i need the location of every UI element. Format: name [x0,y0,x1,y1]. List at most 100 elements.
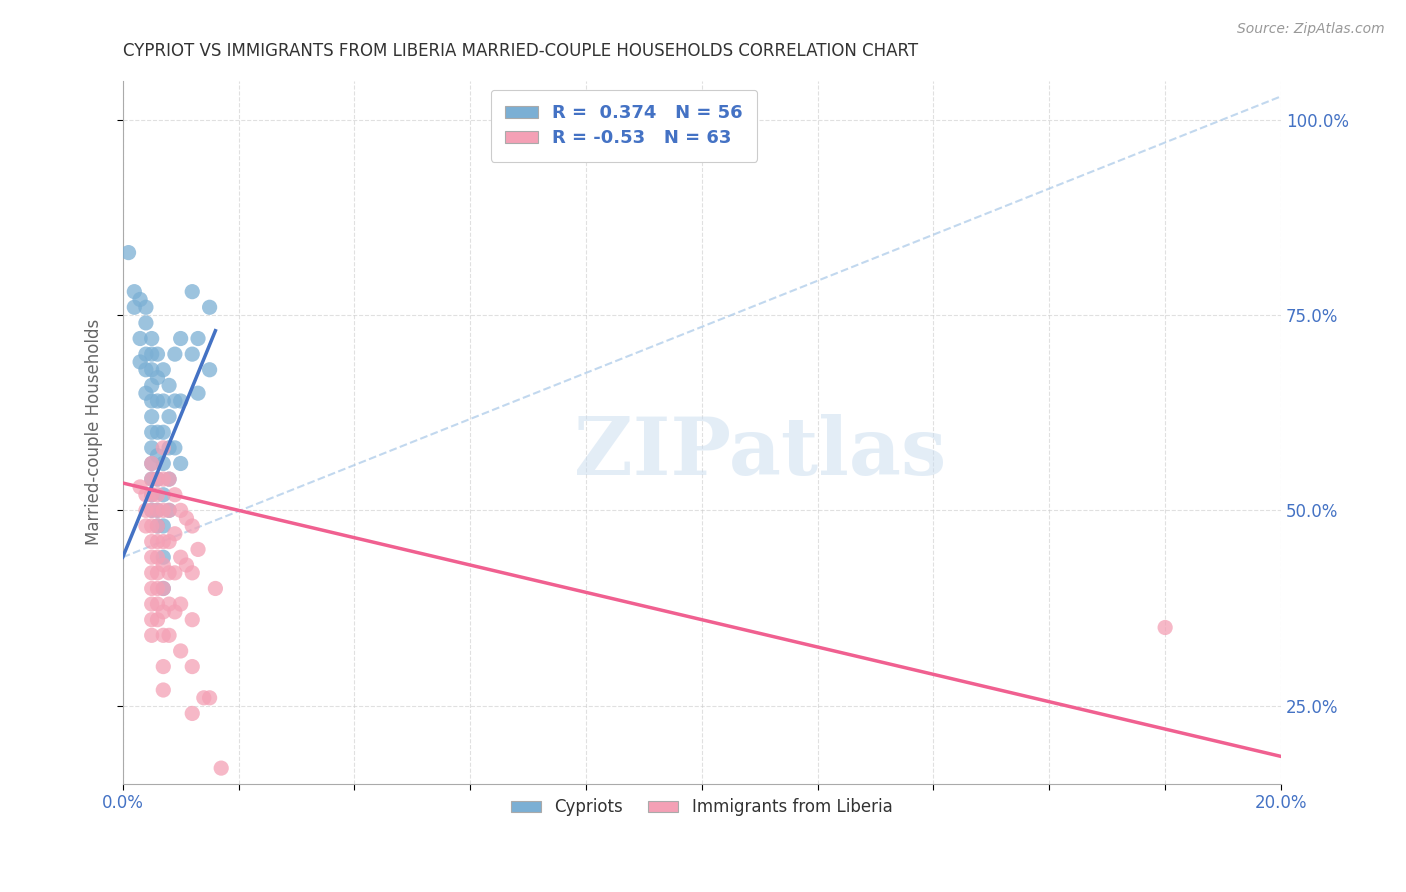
Point [141,409,163,424]
Point [141,488,163,502]
Point [135,363,157,377]
Point [152,441,174,455]
Point [157,441,180,455]
Point [152,363,174,377]
Point [129,355,152,369]
Point [146,472,169,486]
Point [146,347,169,361]
Point [135,300,157,314]
Point [187,332,209,346]
Point [141,363,163,377]
Point [135,347,157,361]
Point [169,394,191,409]
Point [157,503,180,517]
Point [152,582,174,596]
Point [157,597,180,611]
Y-axis label: Married-couple Households: Married-couple Households [86,319,103,545]
Point [152,550,174,565]
Point [181,659,204,673]
Point [157,378,180,392]
Point [141,566,163,580]
Point [146,425,169,440]
Point [141,597,163,611]
Point [141,534,163,549]
Point [141,378,163,392]
Point [135,488,157,502]
Point [146,503,169,517]
Point [135,519,157,533]
Point [146,503,169,517]
Point [152,659,174,673]
Point [163,605,186,619]
Point [141,457,163,471]
Point [176,511,198,525]
Point [141,550,163,565]
Point [141,347,163,361]
Point [146,582,169,596]
Point [141,488,163,502]
Point [163,394,186,409]
Point [157,472,180,486]
Point [157,472,180,486]
Point [157,503,180,517]
Point [152,488,174,502]
Point [146,394,169,409]
Point [146,488,169,502]
Point [141,425,163,440]
Point [141,613,163,627]
Point [169,332,191,346]
Point [163,488,186,502]
Point [163,566,186,580]
Point [152,519,174,533]
Point [1154,620,1177,634]
Point [169,503,191,517]
Point [187,386,209,401]
Point [169,597,191,611]
Point [124,300,146,314]
Point [141,503,163,517]
Point [181,347,204,361]
Point [146,534,169,549]
Point [117,245,139,260]
Point [135,316,157,330]
Point [181,285,204,299]
Point [163,441,186,455]
Point [198,690,221,705]
Point [152,394,174,409]
Point [198,300,221,314]
Point [141,457,163,471]
Point [181,706,204,721]
Point [169,644,191,658]
Point [146,449,169,463]
Point [141,441,163,455]
Point [129,332,152,346]
Text: CYPRIOT VS IMMIGRANTS FROM LIBERIA MARRIED-COUPLE HOUSEHOLDS CORRELATION CHART: CYPRIOT VS IMMIGRANTS FROM LIBERIA MARRI… [122,42,918,60]
Point [124,285,146,299]
Text: ZIPatlas: ZIPatlas [574,415,946,492]
Point [146,519,169,533]
Point [152,425,174,440]
Point [181,566,204,580]
Point [169,457,191,471]
Point [152,683,174,698]
Point [141,472,163,486]
Point [187,542,209,557]
Point [146,613,169,627]
Point [141,332,163,346]
Point [141,628,163,642]
Point [152,503,174,517]
Point [209,761,232,775]
Point [169,550,191,565]
Point [163,526,186,541]
Point [193,690,215,705]
Point [157,628,180,642]
Point [135,386,157,401]
Point [152,628,174,642]
Point [152,558,174,572]
Point [157,566,180,580]
Point [152,534,174,549]
Point [146,370,169,384]
Point [152,457,174,471]
Point [198,363,221,377]
Point [181,519,204,533]
